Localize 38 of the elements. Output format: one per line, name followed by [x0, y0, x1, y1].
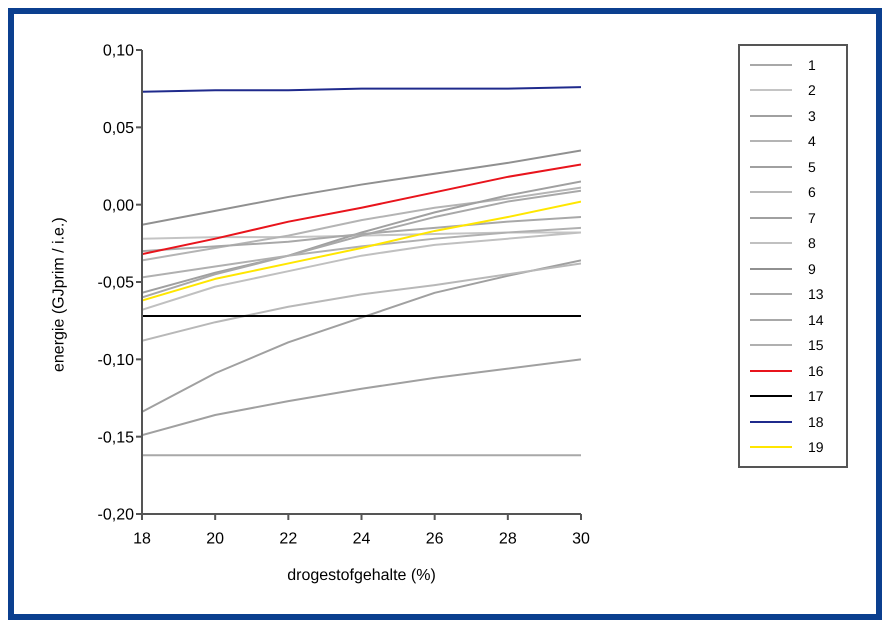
y-tick-label: -0,15 [98, 429, 134, 446]
line-series [142, 262, 581, 342]
legend-label: 19 [808, 439, 825, 456]
legend-label: 6 [808, 184, 817, 200]
legend-label: 4 [808, 133, 817, 150]
line-series [142, 163, 581, 256]
legend-label: 3 [808, 108, 817, 124]
x-tick-label: 20 [206, 530, 224, 548]
line-series [142, 232, 581, 311]
x-tick-label: 28 [498, 530, 517, 548]
y-tick-label: 0,00 [102, 197, 134, 214]
legend-label: 1 [808, 56, 817, 73]
line-series [142, 150, 581, 226]
x-tick-label: 26 [426, 530, 444, 548]
y-tick-label: -0,10 [98, 352, 134, 370]
legend-label: 16 [808, 362, 825, 379]
line-series [142, 259, 581, 413]
y-tick-label: 0,10 [102, 42, 134, 60]
legend-label: 8 [808, 235, 817, 252]
x-tick-label: 30 [572, 530, 590, 548]
x-tick-label: 18 [133, 530, 151, 548]
y-tick-label: 0,05 [102, 120, 134, 138]
y-tick-label: -0,20 [98, 506, 134, 524]
line-series [142, 358, 581, 436]
legend-label: 14 [808, 312, 825, 328]
y-axis-title: energie (GJprim / i.e.) [50, 217, 68, 372]
legend-label: 5 [808, 158, 817, 175]
x-tick-label: 24 [352, 530, 370, 548]
legend-label: 18 [808, 414, 825, 430]
legend-label: 9 [808, 260, 817, 277]
legend-label: 2 [808, 82, 817, 98]
legend-label: 17 [808, 388, 825, 404]
legend-label: 13 [808, 286, 825, 302]
y-tick-label: -0,05 [98, 274, 134, 292]
legend-label: 7 [808, 210, 817, 226]
legend-label: 15 [808, 337, 825, 354]
x-axis-title: drogestofgehalte (%) [287, 567, 436, 584]
x-tick-label: 22 [279, 530, 298, 548]
